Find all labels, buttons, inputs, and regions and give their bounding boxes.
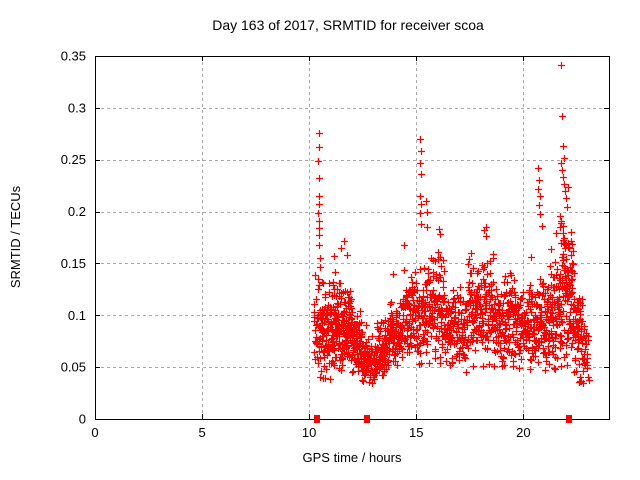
chart-title: Day 163 of 2017, SRMTID for receiver sco…	[212, 17, 484, 33]
y-tick-label: 0.2	[68, 204, 86, 219]
y-tick-label: 0.35	[61, 49, 86, 64]
zero-value-marker	[364, 415, 370, 423]
x-tick-label: 20	[516, 425, 530, 440]
x-tick-label: 0	[91, 425, 98, 440]
axis-ticks	[95, 56, 609, 420]
y-tick-label: 0.05	[61, 360, 86, 375]
zero-value-marker	[314, 415, 320, 423]
y-axis-label: SRMTID / TECUs	[8, 185, 23, 288]
x-axis-label: GPS time / hours	[303, 450, 402, 465]
gridlines	[95, 56, 609, 420]
x-tick-label: 10	[302, 425, 316, 440]
plot-border	[95, 56, 610, 420]
y-tick-label: 0.1	[68, 308, 86, 323]
y-tick-label: 0	[79, 412, 86, 427]
y-tick-label: 0.25	[61, 152, 86, 167]
y-tick-label: 0.15	[61, 256, 86, 271]
y-tick-label: 0.3	[68, 100, 86, 115]
tick-labels: 0 5 10 15 20 0 0.05 0.1 0.15 0.2 0.25 0.3 0.35	[61, 49, 531, 441]
x-tick-label: 15	[409, 425, 423, 440]
scatter-plus-markers	[311, 62, 593, 387]
x-tick-label: 5	[198, 425, 205, 440]
zero-value-marker	[566, 415, 572, 423]
data-points-series	[311, 62, 593, 423]
